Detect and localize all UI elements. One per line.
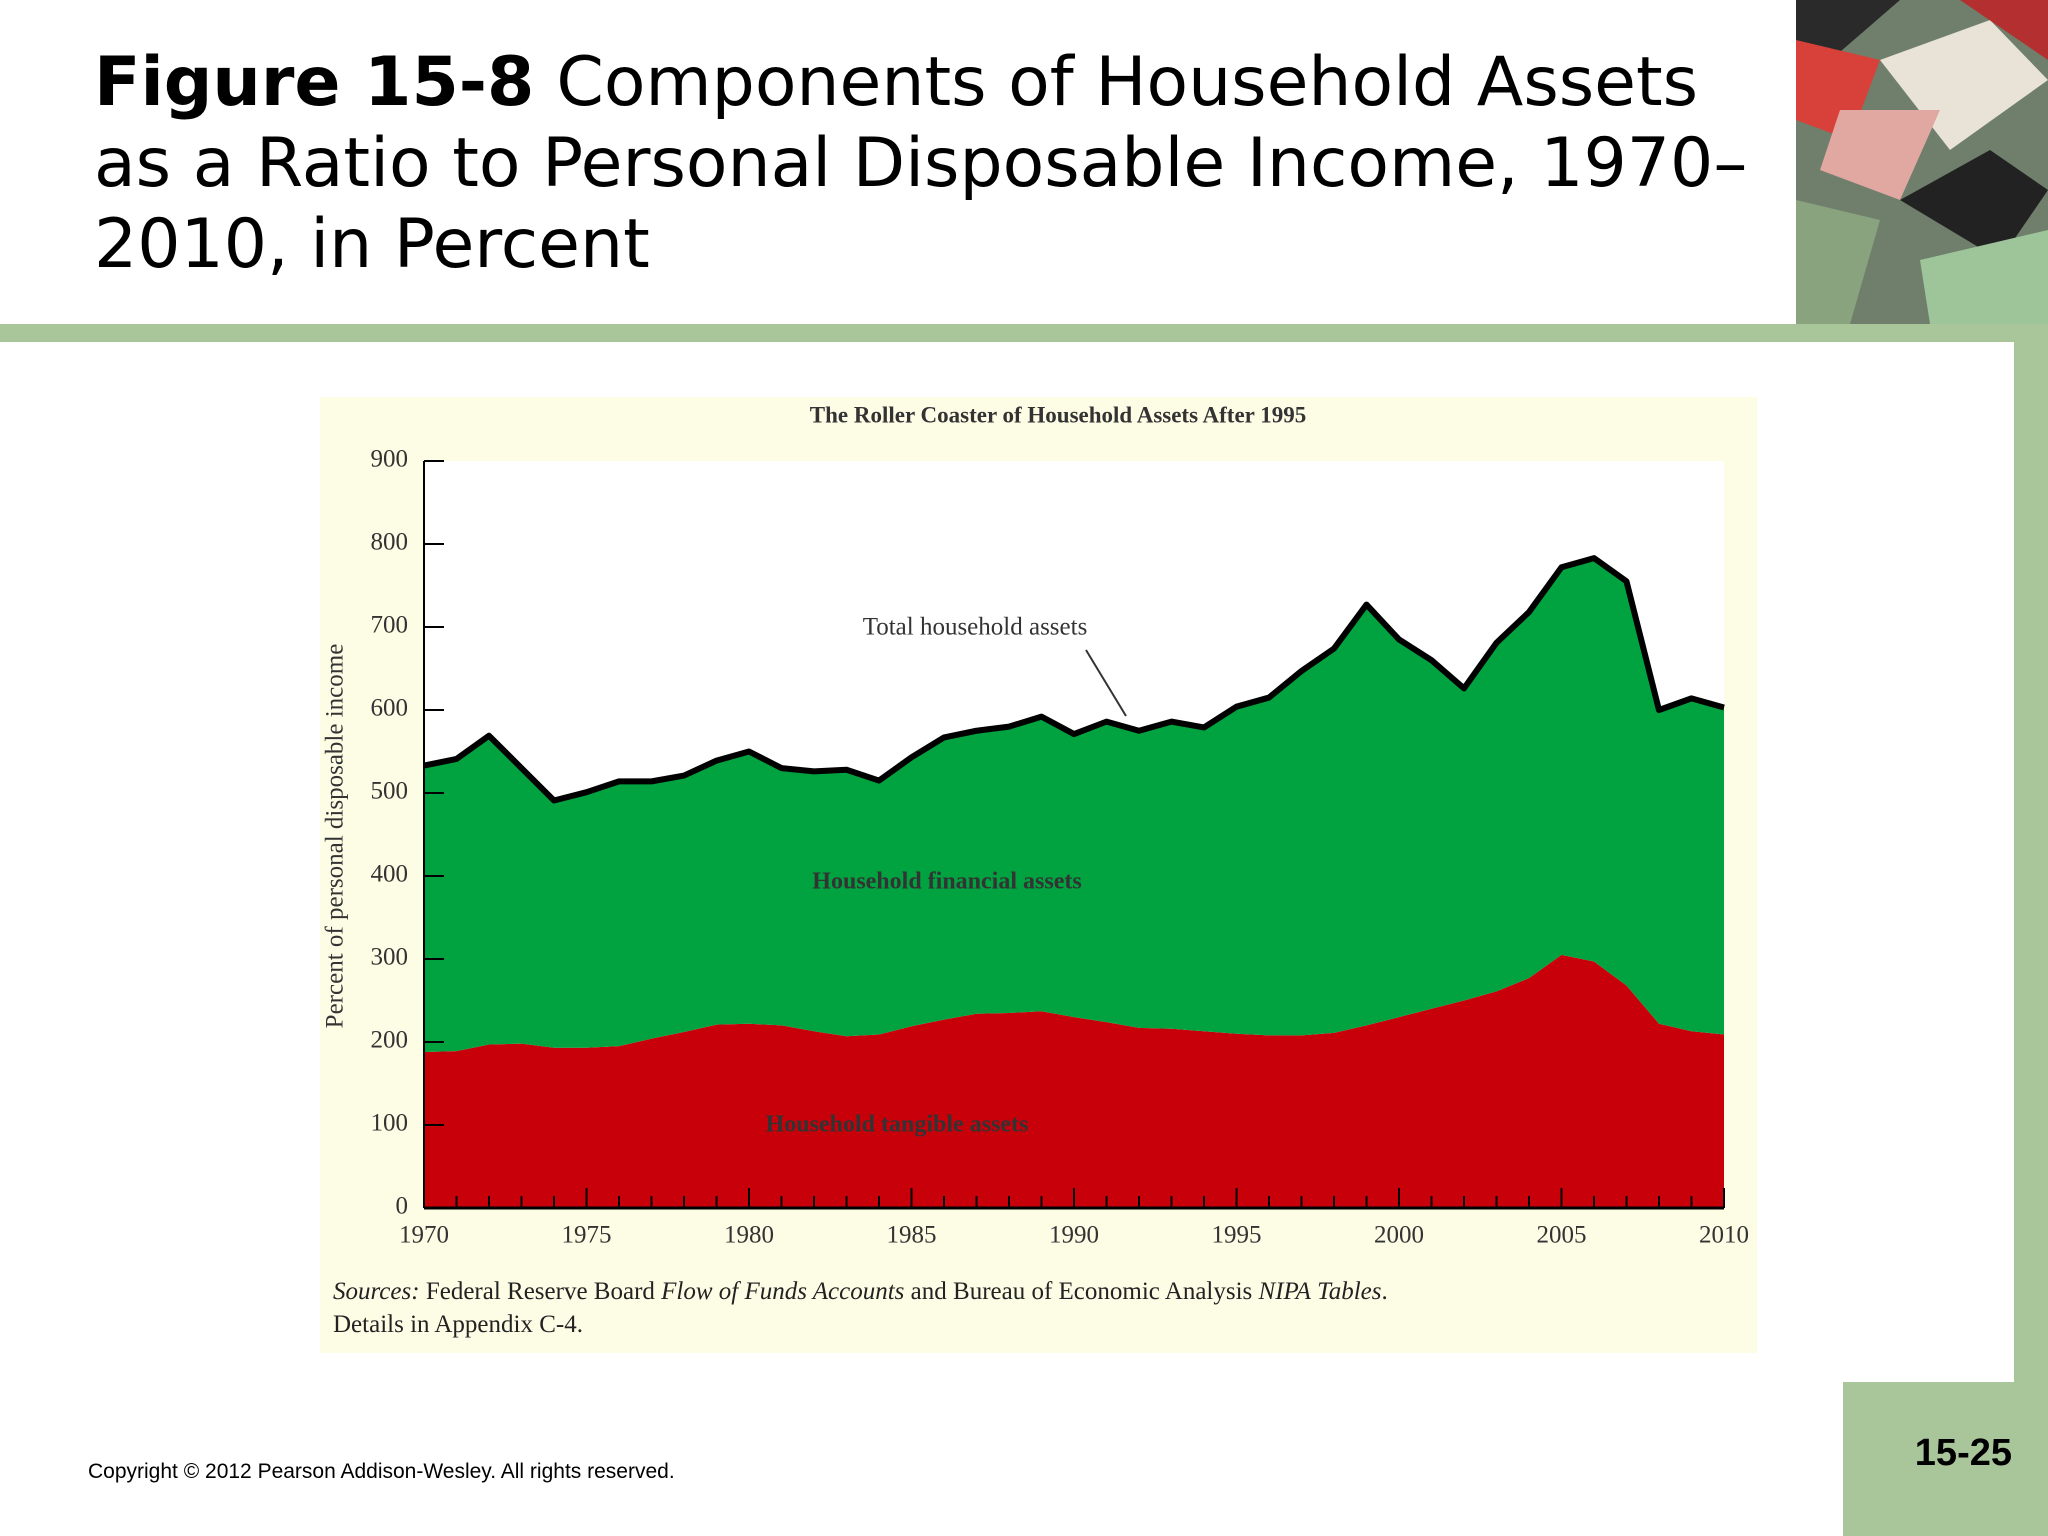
source-part: Flow of Funds Accounts — [661, 1278, 905, 1305]
copyright: Copyright © 2012 Pearson Addison-Wesley.… — [88, 1460, 675, 1483]
total-line — [423, 555, 1725, 804]
y-tick-label: 200 — [371, 1027, 409, 1054]
x-tick-label: 1995 — [1212, 1222, 1262, 1249]
y-tick-label: 400 — [371, 861, 409, 888]
annotation: Household tangible assets — [766, 1112, 1029, 1138]
x-tick-label: 2005 — [1537, 1222, 1587, 1249]
y-tick-label: 500 — [371, 778, 409, 805]
source-part: NIPA — [1258, 1278, 1311, 1305]
area — [424, 954, 1724, 1208]
x-tick-label: 1980 — [724, 1222, 774, 1249]
y-tick-label: 700 — [371, 612, 409, 639]
source-part: Tables — [1317, 1278, 1382, 1305]
y-tick-label: 100 — [371, 1110, 409, 1137]
y-tick-label: 800 — [371, 529, 409, 556]
slide-title: Figure 15-8 Components of Household Asset… — [94, 42, 1794, 285]
x-tick-label: 1975 — [562, 1222, 612, 1249]
figure-label: Figure 15-8 — [94, 43, 535, 122]
x-tick-label: 1990 — [1049, 1222, 1099, 1249]
annotation: Household financial assets — [812, 869, 1081, 895]
page-number: 15-25 — [1914, 1432, 2012, 1474]
x-tick-label: 1985 — [887, 1222, 937, 1249]
x-tick-label: 2010 — [1699, 1222, 1749, 1249]
decoration — [1796, 0, 2048, 324]
y-axis-label: Percent of personal disposable income — [322, 644, 349, 1029]
area — [424, 558, 1724, 1052]
y-tick-label: 600 — [371, 695, 409, 722]
band — [0, 324, 2048, 342]
y-tick-label: 300 — [371, 944, 409, 971]
side-strip — [2014, 342, 2048, 1382]
source-part: Sources: — [333, 1278, 420, 1305]
page-number-box: 15-25 — [1843, 1382, 2048, 1536]
source-part: and Bureau of Economic Analysis — [910, 1278, 1253, 1305]
annotation: Total household assets — [863, 614, 1088, 641]
x-tick-label: 1970 — [399, 1222, 449, 1249]
sources: Sources: Federal Reserve Board Flow of F… — [333, 1275, 1433, 1341]
y-tick-label: 900 — [371, 446, 409, 473]
source-part: . Details in Appendix C-4. — [333, 1278, 1388, 1338]
figure-title: Components of Household Assets as a Rati… — [94, 43, 1748, 284]
source-part: Federal Reserve Board — [425, 1278, 655, 1305]
chart-title: The Roller Coaster of Household Assets A… — [810, 402, 1306, 427]
annotation-pointer — [1085, 649, 1127, 717]
y-tick-label: 0 — [396, 1193, 409, 1220]
x-tick-label: 2000 — [1374, 1222, 1424, 1249]
